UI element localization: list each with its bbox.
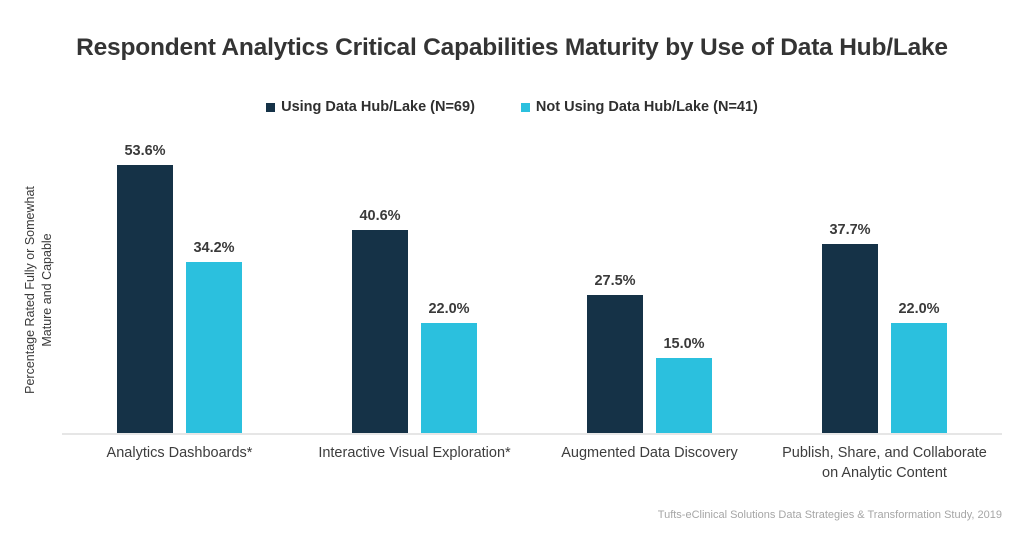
x-axis-tick-label-line: Publish, Share, and Collaborate: [782, 445, 987, 461]
x-axis-tick-label: Interactive Visual Exploration*: [297, 443, 532, 463]
legend-label-series-2: Not Using Data Hub/Lake (N=41): [535, 99, 758, 115]
bar-value-label: 40.6%: [359, 208, 401, 224]
legend-item-using-data-hub[interactable]: Using Data Hub/Lake (N=69): [266, 99, 475, 115]
bar-rect[interactable]: [656, 358, 712, 433]
bar-value-label: 15.0%: [663, 336, 705, 352]
bar-item[interactable]: 34.2%: [186, 130, 242, 433]
x-axis-tick-label: Publish, Share, and Collaborate on Analyt…: [767, 443, 1002, 483]
bar-value-label: 27.5%: [594, 273, 636, 289]
x-axis-tick-label-line: Analytics Dashboards*: [106, 445, 253, 461]
bar-rect[interactable]: [822, 244, 878, 433]
bar-rect[interactable]: [587, 295, 643, 433]
bar-group: 40.6% 22.0%: [297, 130, 532, 433]
source-note: Tufts-eClinical Solutions Data Strategie…: [657, 509, 1002, 521]
y-axis-title-line-2: Mature and Capable: [40, 233, 54, 347]
bar-item[interactable]: 22.0%: [891, 130, 947, 433]
bar-rect[interactable]: [117, 165, 173, 433]
x-axis-tick-label-line: Augmented Data Discovery: [561, 445, 738, 461]
bar-group: 27.5% 15.0%: [532, 130, 767, 433]
x-axis-baseline: [62, 433, 1002, 435]
bar-group: 53.6% 34.2%: [62, 130, 297, 433]
bar-item[interactable]: 53.6%: [117, 130, 173, 433]
legend-swatch-icon-series-1: [266, 102, 276, 112]
bar-rect[interactable]: [186, 262, 242, 433]
x-axis-tick-label: Augmented Data Discovery: [532, 443, 767, 463]
legend-label-series-1: Using Data Hub/Lake (N=69): [281, 99, 475, 115]
y-axis-title-line-1: Percentage Rated Fully or Somewhat: [23, 186, 37, 394]
bar-rect[interactable]: [891, 323, 947, 433]
bar-value-label: 22.0%: [428, 301, 470, 317]
x-axis-tick-label-line: Interactive Visual Exploration*: [318, 445, 511, 461]
chart-legend: Using Data Hub/Lake (N=69) Not Using Dat…: [0, 99, 1024, 115]
bar-value-label: 34.2%: [193, 240, 235, 256]
legend-swatch-icon-series-2: [520, 102, 530, 112]
chart-title: Respondent Analytics Critical Capabiliti…: [76, 34, 948, 61]
legend-item-not-using-data-hub[interactable]: Not Using Data Hub/Lake (N=41): [520, 99, 758, 115]
bar-item[interactable]: 27.5%: [587, 130, 643, 433]
bar-rect[interactable]: [352, 230, 408, 433]
x-axis-tick-label-line: on Analytic Content: [822, 465, 947, 481]
bar-item[interactable]: 40.6%: [352, 130, 408, 433]
bar-value-label: 53.6%: [124, 143, 166, 159]
bar-item[interactable]: 22.0%: [421, 130, 477, 433]
bar-value-label: 37.7%: [829, 222, 871, 238]
x-axis-category-labels: Analytics Dashboards* Interactive Visual …: [62, 443, 1002, 489]
bar-item[interactable]: 15.0%: [656, 130, 712, 433]
x-axis-tick-label: Analytics Dashboards*: [62, 443, 297, 463]
bar-rect[interactable]: [421, 323, 477, 433]
bar-value-label: 22.0%: [898, 301, 940, 317]
y-axis-title: Percentage Rated Fully or Somewhat Matur…: [22, 0, 66, 394]
bar-item[interactable]: 37.7%: [822, 130, 878, 433]
plot-area: 53.6% 34.2% 40.6% 22.0% 27.5% 15.0% 37.7% 22.0%: [62, 130, 1002, 435]
bar-group: 37.7% 22.0%: [767, 130, 1002, 433]
